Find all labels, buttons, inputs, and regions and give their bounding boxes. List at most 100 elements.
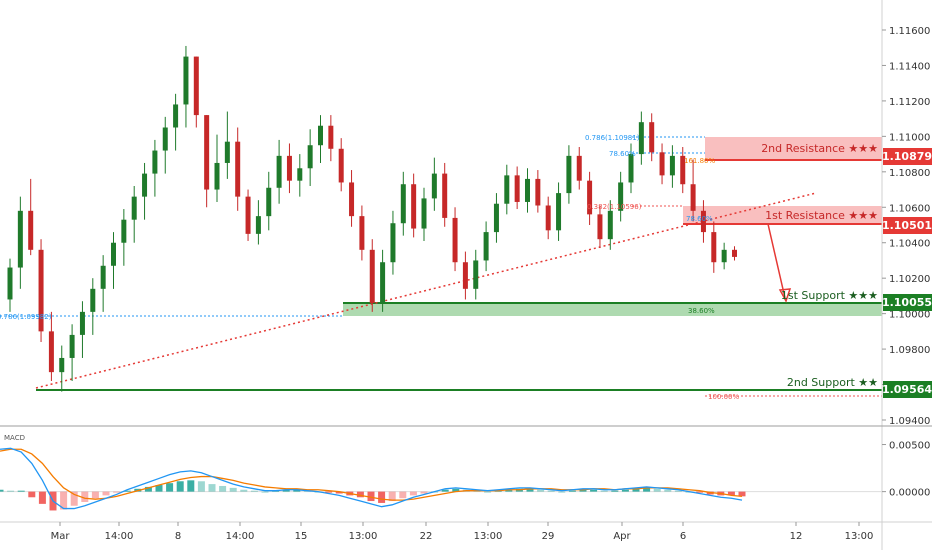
candle-body (711, 232, 717, 263)
level-name-2nd-support: 2nd Support ★★ (787, 376, 878, 389)
macd-hist-bar (568, 490, 576, 492)
macd-hist-bar (378, 491, 386, 503)
candle-body (690, 184, 696, 211)
macd-label: MACD (4, 434, 25, 442)
price-tag-1st-resistance-bg (883, 217, 932, 234)
time-tick-label: 13:00 (349, 531, 378, 542)
time-tick-label: 13:00 (474, 531, 503, 542)
price-tick-label: 1.11400 (889, 61, 930, 72)
macd-hist-bar (441, 489, 449, 492)
candle-body (514, 175, 520, 202)
price-tick-label: 1.10200 (889, 274, 930, 285)
candle-body (193, 56, 199, 116)
macd-hist-bar (17, 490, 25, 492)
price-tag-1st-support: 1.10055 (882, 296, 932, 309)
macd-hist-bar (653, 488, 661, 492)
candle-body (504, 175, 510, 204)
fib-labels: 0.786(1.10981) 78.60% 161.80% 0.382(1.10… (0, 134, 739, 401)
candle-body (525, 178, 530, 202)
projection-arrow (744, 223, 792, 303)
fib-label-0382: 0.382(1.10596) (587, 203, 642, 211)
candle-body (411, 184, 417, 229)
price-tick-label: 1.10400 (889, 239, 930, 250)
ascending-trendline (35, 192, 817, 389)
macd-line (0, 447, 743, 510)
time-tick-label: 6 (680, 531, 686, 542)
candle-body (390, 223, 396, 263)
macd-hist-bar (335, 491, 343, 494)
candle-body (204, 115, 210, 190)
fib-label-100: 100.00% (708, 393, 739, 401)
macd-hist-bar (696, 491, 704, 493)
candle-body (680, 155, 686, 185)
candle-body (328, 125, 334, 149)
projection-arrow-head (778, 288, 792, 303)
macd-hist-bar (537, 489, 545, 492)
price-tick-label: 1.10000 (889, 310, 930, 321)
candle-body (545, 205, 551, 231)
macd-hist-bar (632, 488, 640, 492)
macd-hist-bar (293, 489, 301, 492)
price-tick-label: 1.09800 (889, 345, 930, 356)
candle-body (111, 242, 116, 266)
macd-hist-bar (388, 491, 396, 502)
macd-pane (0, 447, 882, 511)
candle-body (318, 125, 323, 146)
macd-hist-bar (664, 489, 672, 492)
fib-label-left: 0.786(1.09982) (0, 313, 52, 321)
candle-body (732, 249, 737, 257)
time-tick-label: 22 (420, 531, 433, 542)
candle-body (173, 104, 179, 128)
candle-body (338, 148, 344, 183)
time-tick-label: 29 (542, 531, 555, 542)
macd-hist-bar (240, 489, 248, 492)
candle-body (359, 216, 365, 250)
time-tick-label: Apr (613, 531, 631, 542)
fib-label-1618: 161.80% (684, 157, 715, 165)
price-tick-label: 1.10600 (889, 203, 930, 214)
candle-body (307, 145, 313, 169)
macd-hist-bar (484, 491, 492, 493)
candle-body (607, 210, 613, 240)
candle-body (628, 154, 634, 183)
candle-body (131, 196, 137, 220)
macd-hist-bar (229, 487, 237, 492)
price-tick-label: 1.11000 (889, 132, 930, 143)
candle-body (266, 187, 272, 217)
macd-hist-bar (197, 481, 205, 492)
macd-hist-bar (28, 491, 36, 498)
time-tick-label: 14:00 (105, 531, 134, 542)
candle-body (421, 198, 427, 229)
macd-axis: 0.00500 0.00000 (882, 441, 930, 499)
projection-arrow-path (744, 223, 786, 299)
price-tag-2nd-support-bg (883, 381, 932, 398)
candle-body (183, 56, 189, 105)
macd-hist-bar (547, 490, 555, 492)
macd-hist-bar (558, 491, 566, 493)
macd-hist-bar (91, 491, 99, 499)
price-tag-2nd-support: 1.09564 (882, 383, 932, 396)
price-tick-label: 1.09400 (889, 416, 930, 427)
macd-hist-bar (102, 491, 110, 496)
price-tick-label: 1.10800 (889, 168, 930, 179)
candle-body (556, 193, 562, 231)
candle-body (659, 152, 665, 176)
macd-hist-bar (325, 491, 333, 493)
macd-hist-bar (81, 491, 89, 502)
candle-body (28, 210, 34, 250)
candle-body (48, 331, 54, 373)
candle-body (38, 249, 44, 332)
macd-hist-bar (727, 491, 735, 496)
level-price-tags: 1.10879 1.10501 1.10055 1.09564 (882, 148, 932, 398)
time-tick-label: 13:00 (845, 531, 874, 542)
price-tick-label: 1.11200 (889, 97, 930, 108)
macd-hist-bar (60, 491, 68, 510)
candle-body (452, 217, 458, 263)
time-axis: Mar 14:00 8 14:00 15 13:00 22 13:00 29 Apr 6 12 13:0… (51, 522, 874, 542)
macd-hist-bar (611, 490, 619, 492)
price-tag-1st-resistance: 1.10501 (882, 219, 932, 232)
macd-hist-bar (420, 491, 428, 494)
macd-hist-bar (123, 490, 131, 492)
time-tick-label: Mar (51, 531, 71, 542)
